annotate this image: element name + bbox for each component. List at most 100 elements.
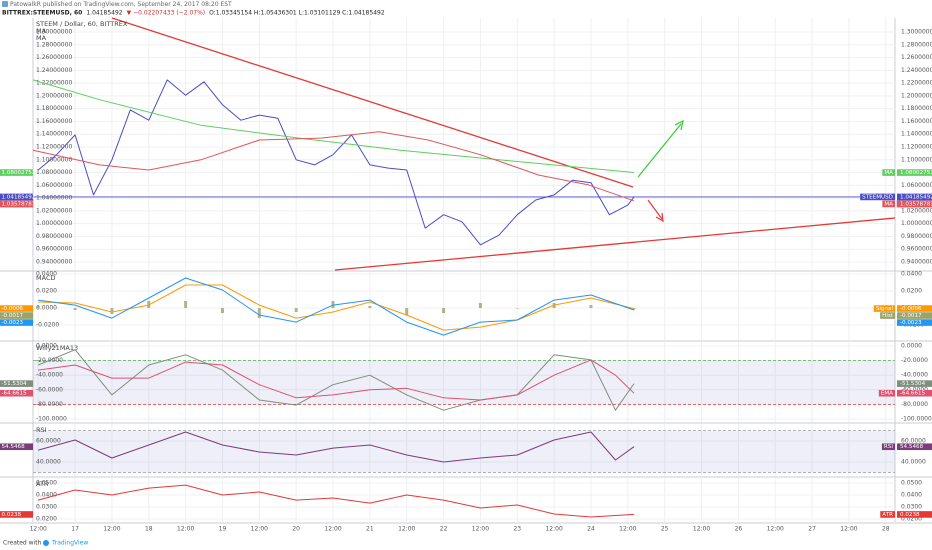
- y-tick-label: 1.00000000: [901, 220, 932, 227]
- badge-value: 0.0238: [900, 512, 920, 518]
- badge-name-box: [878, 389, 895, 397]
- histogram-bar: [294, 308, 298, 313]
- y-tick-label: 1.28000000: [901, 41, 932, 48]
- y-tick-label: 1.20000000: [36, 92, 72, 99]
- y-tick-label: -80.0000: [901, 401, 928, 408]
- series-line: [38, 484, 635, 518]
- trend-line: [334, 217, 896, 271]
- badge: [0, 443, 33, 451]
- badge-value: -0.0017: [2, 313, 24, 319]
- y-tick-label: 40.0000: [36, 459, 61, 466]
- y-tick-label: 60.0000: [901, 438, 926, 445]
- badge-name: EMA: [881, 391, 893, 397]
- badge-value: -0.0006: [2, 306, 24, 312]
- badge-name: Signal: [876, 306, 894, 312]
- trend-line: [111, 17, 634, 188]
- panels: [0, 18, 932, 524]
- x-tick-label: 12:00: [30, 526, 47, 533]
- badge: [897, 200, 932, 208]
- y-tick-label: 0.0400: [901, 271, 922, 278]
- histogram-bar: [515, 308, 519, 309]
- y-tick-label: 0.0200: [901, 288, 922, 295]
- y-tick-label: 0.0500: [36, 480, 57, 487]
- badge-name-box: [880, 312, 895, 319]
- badge: [897, 443, 932, 451]
- badge-value: 1.08002753: [900, 170, 932, 176]
- x-tick-label: 12:00: [177, 526, 194, 533]
- histogram-bar: [73, 308, 77, 311]
- badge-name-box: [881, 443, 895, 451]
- badge-value: -51.5304: [900, 381, 926, 387]
- badge: [897, 305, 932, 312]
- y-tick-label: -40.0000: [901, 372, 928, 379]
- badge-value: 0.0238: [2, 512, 22, 518]
- series-line: [32, 131, 635, 202]
- y-tick-label: 1.24000000: [36, 67, 72, 74]
- series-line: [32, 79, 635, 173]
- badge: [0, 193, 33, 201]
- last-price: 1.04185492: [86, 10, 122, 17]
- badge-value: 1.03578781: [2, 201, 36, 207]
- y-tick-label: 0.0400: [36, 271, 57, 278]
- badge-name: ATR: [882, 512, 893, 518]
- histogram-bar: [220, 308, 224, 314]
- y-tick-label: 1.06000000: [901, 182, 932, 189]
- panel-title: STEEM / Dollar, 60, BITTREX: [36, 20, 128, 28]
- x-tick-label: 12:00: [251, 526, 268, 533]
- x-tick-label: 20: [292, 526, 300, 533]
- badge-name: STEEMUSD: [862, 194, 893, 200]
- y-tick-label: 1.10000000: [36, 156, 72, 163]
- y-tick-label: 1.16000000: [36, 118, 72, 125]
- badge-value: -0.0006: [900, 306, 922, 312]
- y-tick-label: 1.24000000: [901, 67, 932, 74]
- series-line: [38, 284, 635, 331]
- histogram-bar: [147, 300, 151, 309]
- series-line: [38, 431, 635, 463]
- y-tick-label: -0.0200: [36, 322, 59, 329]
- histogram-bar: [478, 303, 482, 309]
- y-tick-label: 1.10000000: [901, 156, 932, 163]
- price-change: ▼ −0.02207433 (−2.07%): [127, 10, 206, 17]
- badge-name-box: [882, 169, 895, 176]
- histogram-bar: [632, 308, 636, 310]
- badge: [0, 169, 33, 176]
- x-tick-label: 23: [513, 526, 521, 533]
- badge: [897, 169, 932, 176]
- histogram-bar: [589, 305, 593, 309]
- footer-text: Created with: [3, 540, 42, 547]
- histogram-bar: [184, 301, 188, 309]
- y-tick-label: 1.12000000: [901, 144, 932, 151]
- histogram-bar: [368, 306, 372, 309]
- y-tick-label: 1.12000000: [36, 144, 72, 151]
- y-tick-label: 1.04000000: [36, 195, 72, 202]
- x-tick-label: 18: [145, 526, 153, 533]
- x-tick-label: 12:00: [398, 526, 415, 533]
- x-tick-label: 21: [366, 526, 374, 533]
- x-tick-label: 25: [661, 526, 669, 533]
- badge: [0, 380, 33, 387]
- series-line: [38, 277, 635, 336]
- x-tick-label: 24: [587, 526, 595, 533]
- x-tick-label: 26: [735, 526, 743, 533]
- y-tick-label: 1.06000000: [36, 182, 72, 189]
- badge-value: -64.6615: [2, 391, 28, 397]
- y-tick-label: 1.02000000: [901, 207, 932, 214]
- y-tick-label: 1.26000000: [36, 54, 72, 61]
- y-tick-label: -60.0000: [901, 386, 928, 393]
- histogram-bar: [442, 308, 446, 314]
- y-tick-label: 0.96000000: [901, 246, 932, 253]
- legend-entry: MA: [36, 27, 47, 35]
- series-line: [38, 359, 635, 401]
- badge-name-box: [860, 193, 895, 201]
- badge-name: MA: [884, 201, 893, 207]
- badge-value: -0.0023: [2, 320, 24, 326]
- y-tick-label: 1.22000000: [36, 80, 72, 87]
- badge-value: -0.0017: [900, 313, 922, 319]
- x-tick-label: 12:00: [324, 526, 341, 533]
- badge-name-box: [880, 511, 895, 518]
- y-tick-label: -80.0000: [36, 401, 63, 408]
- ohlc: O:1.03345154 H:1.05436301 L:1.03101129 C…: [209, 10, 385, 17]
